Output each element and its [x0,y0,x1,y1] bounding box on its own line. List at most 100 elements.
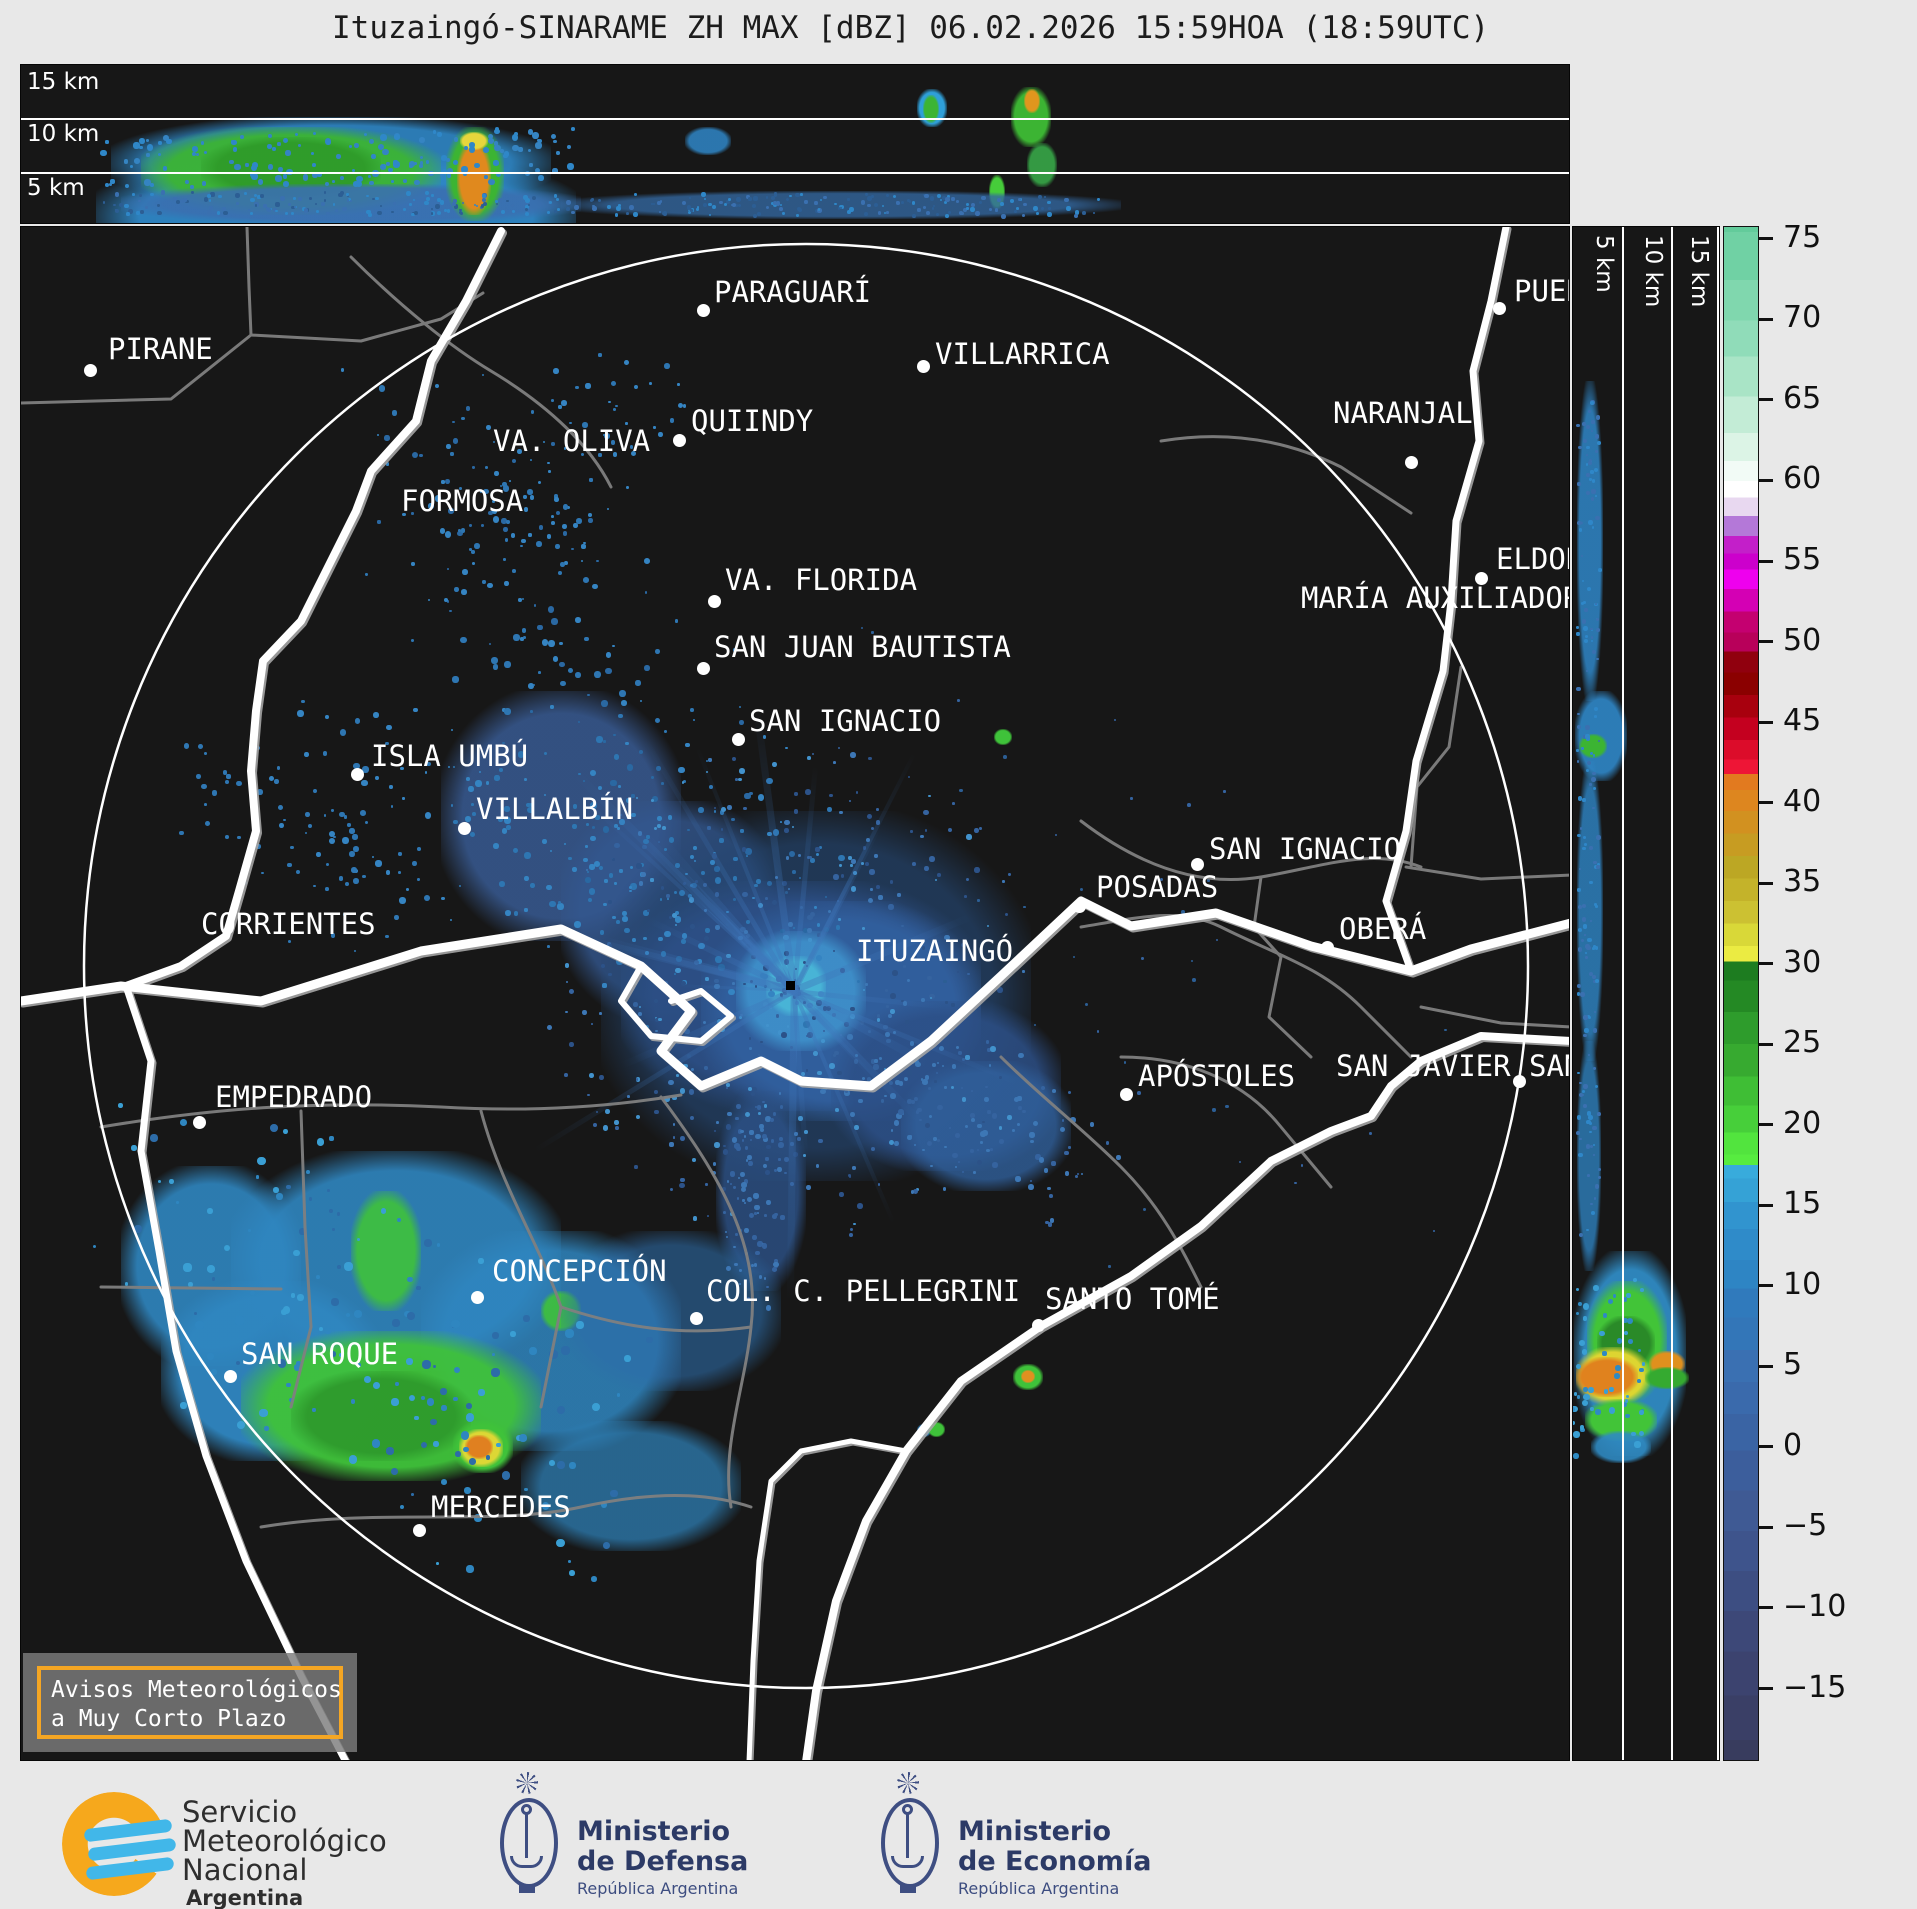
echo-speckle [400,766,404,770]
echo-speckle [437,132,443,137]
echo-speckle [951,1003,955,1007]
echo-speckle [739,767,746,774]
echo-speckle [408,1394,416,1402]
echo-speckle [927,975,932,981]
echo-speckle [465,406,471,411]
echo-speckle [848,800,851,803]
echo-speckle [1594,1183,1600,1189]
echo-speckle [557,900,562,905]
echo-speckle [1586,1119,1591,1125]
echo-speckle [959,210,964,215]
echo-speckle [344,1262,354,1272]
echo-speckle [546,944,550,948]
echo-speckle [1583,1387,1589,1393]
colorbar-label-10: 10 [1783,1266,1822,1302]
echo-speckle [424,771,428,774]
echo-speckle [204,821,211,827]
echo-speckle [557,903,564,910]
echo-speckle [272,207,277,213]
echo-speckle [814,201,819,205]
echo-blob [1024,89,1040,113]
echo-speckle [696,206,700,209]
echo-speckle [257,789,264,796]
echo-speckle [1626,1293,1632,1298]
echo-speckle [795,991,799,995]
echo-speckle [576,518,583,525]
echo-speckle [926,1140,933,1147]
echo-speckle [754,1133,761,1140]
echo-speckle [510,1330,517,1337]
echo-speckle [979,827,983,831]
alert-line-1: Avisos Meteorológicos [51,1677,342,1703]
echo-speckle [873,854,878,859]
echo-speckle [506,824,511,830]
echo-speckle [974,828,980,834]
echo-speckle [823,1085,829,1090]
echo-speckle [732,1186,736,1190]
echo-speckle [235,1315,245,1325]
echo-speckle [764,1115,771,1122]
echo-speckle [521,538,526,544]
echo-speckle [314,203,317,206]
echo-speckle [548,1459,555,1466]
height-label-v-5km: 5 km [1591,235,1617,293]
echo-speckle [191,151,197,157]
city-dot [1320,940,1334,954]
echo-speckle [266,144,272,150]
echo-speckle [504,538,509,543]
echo-speckle [346,193,349,196]
city-dot [412,1523,426,1537]
echo-speckle [985,1085,988,1089]
echo-speckle [379,134,387,141]
echo-speckle [1108,1265,1111,1268]
echo-speckle [502,482,507,487]
echo-speckle [206,193,211,198]
echo-speckle [884,1032,890,1038]
echo-speckle [1047,206,1051,210]
echo-speckle [203,197,209,202]
echo-speckle [598,453,602,457]
echo-blob [685,127,731,155]
echo-speckle [1622,1317,1628,1324]
echo-speckle [714,806,717,809]
colorbar-ticks: 75 70 65 60 55 50 45 40 35 30 25 20 15 10 5 0 −5 −10 −15 [1759,220,1899,1761]
colorbar-label-0: 0 [1783,1427,1803,1463]
echo-speckle [362,765,369,773]
echo-speckle [802,960,807,965]
echo-speckle [591,1402,600,1411]
echo-speckle [807,756,811,761]
echo-speckle [538,671,542,675]
echo-speckle [512,847,518,854]
echo-speckle [527,128,534,135]
echo-speckle [1002,880,1005,883]
echo-speckle [501,708,506,713]
echo-speckle [571,126,576,131]
echo-speckle [460,527,466,533]
echo-speckle [1579,1081,1582,1085]
echo-speckle [441,480,445,484]
echo-speckle [936,212,940,216]
echo-speckle [1017,1096,1022,1101]
echo-speckle [516,449,522,455]
echo-speckle [1084,1003,1089,1007]
echo-speckle [618,203,621,207]
echo-speckle [453,204,458,209]
echo-speckle [807,938,812,942]
echo-speckle [873,1052,878,1057]
echo-speckle [436,197,441,202]
echo-speckle [617,1393,621,1397]
echo-speckle [877,1018,881,1022]
echo-speckle [286,1382,291,1388]
echo-speckle [1082,211,1086,216]
echo-speckle [488,510,494,516]
echo-speckle [740,926,746,933]
echo-speckle [1638,1367,1644,1373]
echo-speckle [248,1228,252,1232]
echo-speckle [590,801,598,809]
echo-speckle [1014,1096,1020,1103]
echo-speckle [457,529,461,533]
echo-speckle [681,933,688,939]
echo-speckle [563,843,567,846]
echo-speckle [976,1159,983,1166]
echo-speckle [297,143,302,148]
